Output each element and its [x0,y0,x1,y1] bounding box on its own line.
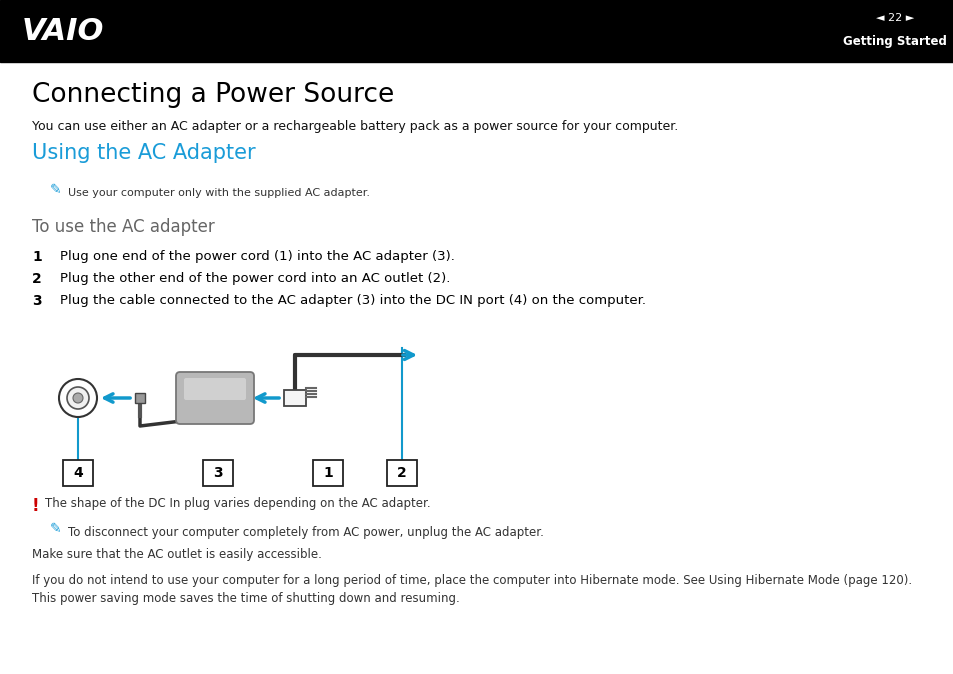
FancyBboxPatch shape [313,460,343,486]
Text: Plug the other end of the power cord into an AC outlet (2).: Plug the other end of the power cord int… [60,272,450,285]
Text: If you do not intend to use your computer for a long period of time, place the c: If you do not intend to use your compute… [32,574,911,587]
Text: 1: 1 [32,250,42,264]
Bar [135,393,145,403]
Text: 2: 2 [396,466,406,480]
Text: Getting Started: Getting Started [842,36,946,49]
Circle shape [67,387,89,409]
FancyBboxPatch shape [387,460,416,486]
Bar [0,0,953,62]
Text: !: ! [32,497,40,515]
Text: ◄ 22 ►: ◄ 22 ► [875,13,913,23]
Text: 4: 4 [73,466,83,480]
Circle shape [73,393,83,403]
Text: VAIO: VAIO [22,16,104,46]
Text: Using the AC Adapter: Using the AC Adapter [32,143,255,163]
Text: Make sure that the AC outlet is easily accessible.: Make sure that the AC outlet is easily a… [32,548,321,561]
Bar [284,390,306,406]
Text: To use the AC adapter: To use the AC adapter [32,218,214,236]
Text: ✎: ✎ [50,522,62,536]
FancyBboxPatch shape [184,378,246,400]
Text: 3: 3 [213,466,223,480]
Text: To disconnect your computer completely from AC power, unplug the AC adapter.: To disconnect your computer completely f… [68,526,543,539]
Text: This power saving mode saves the time of shutting down and resuming.: This power saving mode saves the time of… [32,592,459,605]
Text: Plug one end of the power cord (1) into the AC adapter (3).: Plug one end of the power cord (1) into … [60,250,455,263]
FancyBboxPatch shape [175,372,253,424]
Text: Use your computer only with the supplied AC adapter.: Use your computer only with the supplied… [68,188,370,198]
Text: 3: 3 [32,294,42,308]
Text: ✎: ✎ [50,183,62,197]
Text: Connecting a Power Source: Connecting a Power Source [32,82,394,108]
Text: 2: 2 [32,272,42,286]
Text: The shape of the DC In plug varies depending on the AC adapter.: The shape of the DC In plug varies depen… [45,497,430,510]
Circle shape [59,379,97,417]
FancyBboxPatch shape [63,460,92,486]
Text: You can use either an AC adapter or a rechargeable battery pack as a power sourc: You can use either an AC adapter or a re… [32,120,678,133]
FancyBboxPatch shape [203,460,233,486]
Text: Plug the cable connected to the AC adapter (3) into the DC IN port (4) on the co: Plug the cable connected to the AC adapt… [60,294,645,307]
Text: 1: 1 [323,466,333,480]
